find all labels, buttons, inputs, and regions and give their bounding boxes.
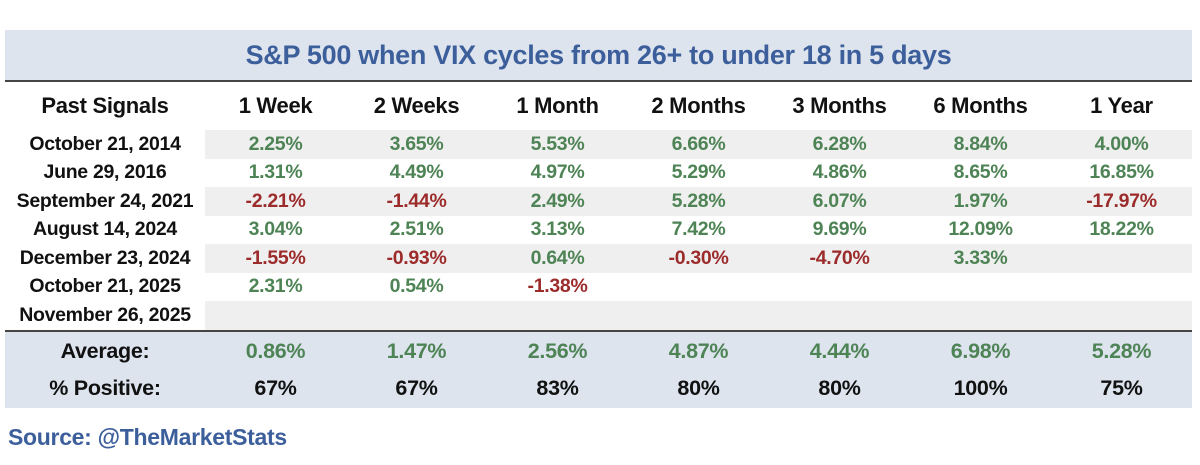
return-value-cell: 5.29% bbox=[671, 161, 726, 184]
average-value-cell: 5.28% bbox=[1091, 338, 1152, 363]
signal-date-cell: August 14, 2024 bbox=[5, 215, 205, 244]
return-value-cell: -4.70% bbox=[769, 244, 910, 273]
return-value-cell: 7.42% bbox=[671, 218, 726, 241]
return-value-cell bbox=[1051, 273, 1192, 302]
table-title: S&P 500 when VIX cycles from 26+ to unde… bbox=[245, 39, 952, 70]
return-value-cell: 12.09% bbox=[948, 218, 1013, 241]
return-value-cell: 4.49% bbox=[389, 161, 444, 184]
header-horizon: 1 Year bbox=[1090, 93, 1153, 118]
return-value-cell: 3.04% bbox=[248, 218, 303, 241]
return-value-cell bbox=[769, 301, 910, 330]
table-row: August 14, 2024 3.04% 2.51% 3.13% 7.42% 9.69%… bbox=[5, 215, 1192, 244]
return-value-cell: -2.21% bbox=[205, 187, 346, 216]
header-past-signals: Past Signals bbox=[41, 93, 169, 118]
return-value-cell bbox=[628, 273, 769, 302]
percent-positive-cell: 100% bbox=[953, 375, 1008, 400]
return-value-cell: 3.33% bbox=[910, 244, 1051, 273]
percent-positive-cell: 75% bbox=[1100, 375, 1143, 400]
header-horizon: 3 Months bbox=[792, 93, 887, 118]
average-label: Average: bbox=[60, 338, 150, 363]
return-value-cell: 0.54% bbox=[389, 275, 444, 298]
return-value-cell: 2.31% bbox=[248, 275, 303, 298]
return-value-cell: -1.44% bbox=[346, 187, 487, 216]
return-value-cell bbox=[910, 301, 1051, 330]
return-value-cell: 6.66% bbox=[628, 130, 769, 159]
return-value-cell bbox=[487, 301, 628, 330]
signal-date-cell: June 29, 2016 bbox=[5, 158, 205, 187]
header-horizon: 1 Week bbox=[238, 93, 313, 118]
signal-date-cell: October 21, 2014 bbox=[5, 130, 205, 159]
header-horizon: 2 Weeks bbox=[373, 93, 460, 118]
percent-positive-cell: 80% bbox=[677, 375, 720, 400]
table-body: October 21, 2014 2.25% 3.65% 5.53% 6.66% 6.28… bbox=[5, 130, 1192, 330]
return-value-cell: 18.22% bbox=[1089, 218, 1154, 241]
return-value-cell: 2.51% bbox=[389, 218, 444, 241]
percent-positive-cell: 83% bbox=[536, 375, 579, 400]
table-row: November 26, 2025 bbox=[5, 301, 1192, 330]
return-value-cell: 4.97% bbox=[530, 161, 585, 184]
source-credit: Source: @TheMarketStats bbox=[8, 424, 287, 450]
table-row: October 21, 2025 2.31% 0.54% -1.38% bbox=[5, 272, 1192, 302]
signal-date-cell: November 26, 2025 bbox=[5, 301, 205, 330]
percent-positive-cell: 67% bbox=[395, 375, 438, 400]
return-value-cell: 1.97% bbox=[910, 187, 1051, 216]
signals-table: S&P 500 when VIX cycles from 26+ to unde… bbox=[5, 30, 1192, 408]
average-row: Average: 0.86% 1.47% 2.56% 4.87% 4.44% 6.98% 5.… bbox=[5, 333, 1192, 370]
percent-positive-row: % Positive: 67% 67% 83% 80% 80% 100% 75% bbox=[5, 370, 1192, 407]
return-value-cell bbox=[628, 301, 769, 330]
return-value-cell bbox=[910, 273, 1051, 302]
return-value-cell: 2.25% bbox=[205, 130, 346, 159]
return-value-cell: 4.86% bbox=[812, 161, 867, 184]
table-row: October 21, 2014 2.25% 3.65% 5.53% 6.66% 6.28… bbox=[5, 130, 1192, 159]
table-row: September 24, 2021 -2.21% -1.44% 2.49% 5.28%… bbox=[5, 187, 1192, 216]
percent-positive-label: % Positive: bbox=[49, 375, 161, 400]
return-value-cell: -1.55% bbox=[205, 244, 346, 273]
signal-date-cell: December 23, 2024 bbox=[5, 244, 205, 273]
return-value-cell bbox=[1051, 301, 1192, 330]
average-value-cell: 0.86% bbox=[245, 338, 306, 363]
return-value-cell: 16.85% bbox=[1089, 161, 1154, 184]
return-value-cell: 5.53% bbox=[487, 130, 628, 159]
table-title-bar: S&P 500 when VIX cycles from 26+ to unde… bbox=[5, 30, 1192, 82]
return-value-cell bbox=[1051, 244, 1192, 273]
return-value-cell: -17.97% bbox=[1051, 187, 1192, 216]
return-value-cell: 2.49% bbox=[487, 187, 628, 216]
return-value-cell: 6.28% bbox=[769, 130, 910, 159]
return-value-cell: -1.38% bbox=[527, 275, 588, 298]
return-value-cell: 5.28% bbox=[628, 187, 769, 216]
return-value-cell: -0.30% bbox=[628, 244, 769, 273]
return-value-cell: 3.65% bbox=[346, 130, 487, 159]
return-value-cell bbox=[769, 273, 910, 302]
return-value-cell: 3.13% bbox=[530, 218, 585, 241]
table-header-row: Past Signals 1 Week 2 Weeks 1 Month 2 Months… bbox=[5, 82, 1192, 130]
average-value-cell: 4.44% bbox=[809, 338, 870, 363]
signal-date-cell: September 24, 2021 bbox=[5, 187, 205, 216]
return-value-cell: 6.07% bbox=[769, 187, 910, 216]
return-value-cell: 4.00% bbox=[1051, 130, 1192, 159]
return-value-cell: 8.84% bbox=[910, 130, 1051, 159]
summary-section: Average: 0.86% 1.47% 2.56% 4.87% 4.44% 6.98% 5.… bbox=[5, 329, 1192, 408]
return-value-cell: 8.65% bbox=[953, 161, 1008, 184]
header-horizon: 2 Months bbox=[651, 93, 746, 118]
return-value-cell: -0.93% bbox=[346, 244, 487, 273]
return-value-cell: 9.69% bbox=[812, 218, 867, 241]
percent-positive-cell: 80% bbox=[818, 375, 861, 400]
average-value-cell: 4.87% bbox=[668, 338, 729, 363]
return-value-cell bbox=[346, 301, 487, 330]
percent-positive-cell: 67% bbox=[254, 375, 297, 400]
return-value-cell: 1.31% bbox=[248, 161, 303, 184]
table-row: December 23, 2024 -1.55% -0.93% 0.64% -0.30%… bbox=[5, 244, 1192, 273]
header-horizon: 1 Month bbox=[516, 93, 599, 118]
average-value-cell: 1.47% bbox=[386, 338, 447, 363]
average-value-cell: 2.56% bbox=[527, 338, 588, 363]
header-horizon: 6 Months bbox=[933, 93, 1028, 118]
average-value-cell: 6.98% bbox=[950, 338, 1011, 363]
return-value-cell bbox=[205, 301, 346, 330]
table-row: June 29, 2016 1.31% 4.49% 4.97% 5.29% 4.86% 8.… bbox=[5, 158, 1192, 187]
signal-date-cell: October 21, 2025 bbox=[5, 272, 205, 301]
return-value-cell: 0.64% bbox=[487, 244, 628, 273]
